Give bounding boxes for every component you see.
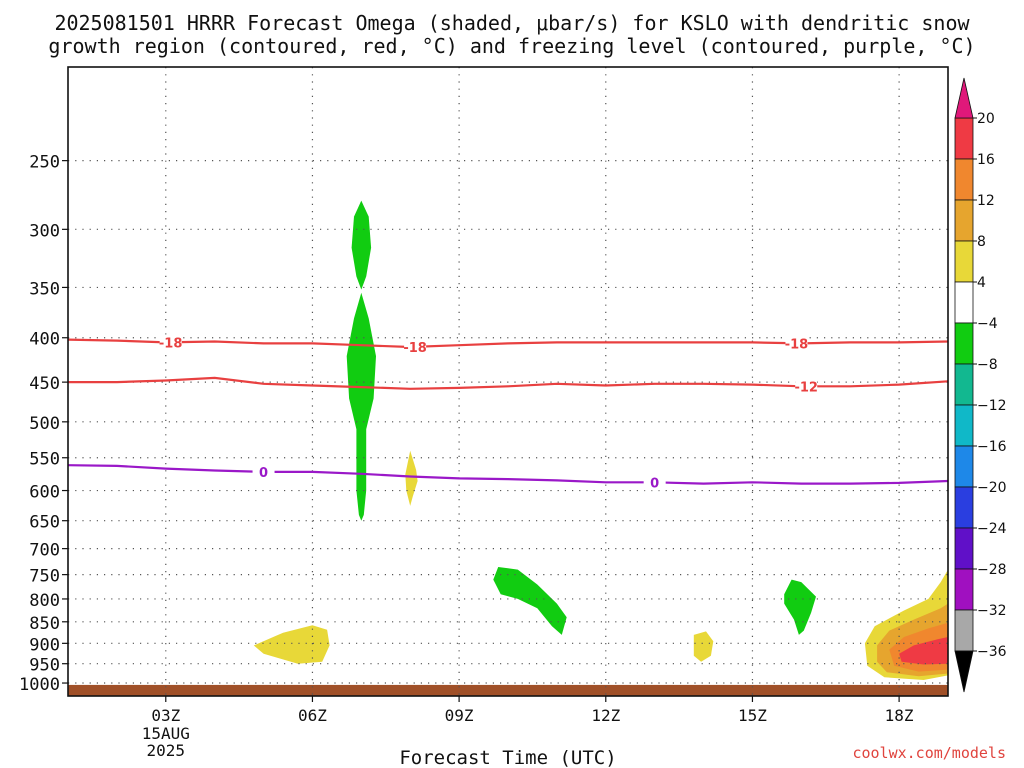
contour-label-1-0: -12 bbox=[794, 380, 818, 395]
colorbar-band-4 bbox=[954, 281, 974, 324]
contour-label-bg bbox=[252, 463, 275, 480]
credit-link[interactable]: coolwx.com/models bbox=[852, 744, 1006, 762]
x-tick-label-03Z: 03Z bbox=[151, 706, 180, 725]
colorbar-over-arrow bbox=[954, 77, 974, 119]
colorbar-label-4: 4 bbox=[977, 275, 986, 291]
y-tick-label-800: 800 bbox=[29, 591, 60, 611]
colorbar-band-7 bbox=[954, 404, 974, 447]
contour-label-bg bbox=[785, 335, 808, 352]
colorbar-band-11 bbox=[954, 568, 974, 611]
terrain-ground bbox=[68, 684, 948, 696]
colorbar-under-arrow bbox=[954, 650, 974, 693]
colorbar-label-2: 12 bbox=[977, 193, 995, 209]
chart-title-line-2: growth region (contoured, red, °C) and f… bbox=[48, 34, 976, 58]
shaded-region-upward-motion-lower-1 bbox=[493, 567, 567, 635]
chart-title-line-1: 2025081501 HRRR Forecast Omega (shaded, … bbox=[54, 11, 970, 35]
colorbar-band-12 bbox=[954, 609, 974, 652]
y-tick-label-300: 300 bbox=[29, 221, 60, 241]
colorbar-band-1 bbox=[954, 158, 974, 201]
colorbar-label-10: −24 bbox=[977, 521, 1007, 537]
x-tick-label-12Z: 12Z bbox=[591, 706, 620, 725]
x-tick-label-18Z: 18Z bbox=[885, 706, 914, 725]
colorbar-band-8 bbox=[954, 445, 974, 488]
plot-frame bbox=[67, 66, 949, 697]
x-tick-sublabel-0: 15AUG bbox=[142, 724, 190, 743]
y-tick-label-1000: 1000 bbox=[19, 675, 60, 695]
colorbar-label-1: 16 bbox=[977, 152, 995, 168]
contour-label-bg bbox=[404, 339, 427, 356]
colorbar-label-8: −16 bbox=[977, 439, 1007, 455]
contour-label-0-0: -18 bbox=[159, 336, 183, 351]
colorbar-band-3 bbox=[954, 240, 974, 283]
colorbar-label-5: −4 bbox=[977, 316, 998, 332]
contour-label-bg bbox=[159, 334, 182, 351]
shaded-region-subsidence-mid bbox=[405, 450, 418, 506]
contour-label-2-1: 0 bbox=[650, 476, 659, 491]
y-tick-label-400: 400 bbox=[29, 330, 60, 350]
x-tick-sublabel-1: 2025 bbox=[147, 741, 186, 760]
y-tick-label-450: 450 bbox=[29, 374, 60, 394]
y-tick-label-550: 550 bbox=[29, 450, 60, 470]
colorbar-band-5 bbox=[954, 322, 974, 365]
colorbar-band-10 bbox=[954, 527, 974, 570]
y-tick-label-750: 750 bbox=[29, 567, 60, 587]
colorbar-label-3: 8 bbox=[977, 234, 986, 250]
colorbar-band-6 bbox=[954, 363, 974, 406]
shaded-region-subsidence-low-1 bbox=[253, 625, 330, 664]
x-tick-label-09Z: 09Z bbox=[445, 706, 474, 725]
shaded-region-upward-motion-column bbox=[346, 292, 376, 521]
colorbar-label-13: −36 bbox=[977, 644, 1007, 660]
y-tick-label-950: 950 bbox=[29, 656, 60, 676]
x-axis-label: Forecast Time (UTC) bbox=[399, 747, 616, 768]
y-tick-label-850: 850 bbox=[29, 614, 60, 634]
y-tick-label-250: 250 bbox=[29, 153, 60, 173]
colorbar-band-9 bbox=[954, 486, 974, 529]
colorbar-band-0 bbox=[954, 117, 974, 160]
contour-label-bg bbox=[795, 378, 818, 395]
colorbar-label-12: −32 bbox=[977, 603, 1007, 619]
contour-line-0 bbox=[67, 338, 949, 349]
colorbar-label-9: −20 bbox=[977, 480, 1007, 496]
contour-label-0-2: -18 bbox=[785, 337, 809, 352]
y-tick-label-500: 500 bbox=[29, 414, 60, 434]
shaded-region-upward-motion-upper bbox=[351, 200, 372, 290]
contour-label-bg bbox=[643, 474, 666, 491]
x-tick-label-15Z: 15Z bbox=[738, 706, 767, 725]
y-tick-label-600: 600 bbox=[29, 483, 60, 503]
contour-label-0-1: -18 bbox=[403, 341, 427, 356]
colorbar-label-11: −28 bbox=[977, 562, 1007, 578]
shaded-region-subsidence-low-2 bbox=[693, 631, 714, 662]
colorbar-label-6: −8 bbox=[977, 357, 998, 373]
colorbar-label-0: 20 bbox=[977, 111, 995, 127]
shaded-region-upward-motion-lower-2 bbox=[784, 579, 816, 635]
y-tick-label-900: 900 bbox=[29, 635, 60, 655]
x-tick-label-06Z: 06Z bbox=[298, 706, 327, 725]
contour-line-2 bbox=[67, 464, 949, 485]
colorbar-band-2 bbox=[954, 199, 974, 242]
y-tick-label-350: 350 bbox=[29, 279, 60, 299]
y-tick-label-700: 700 bbox=[29, 541, 60, 561]
y-tick-label-650: 650 bbox=[29, 513, 60, 533]
shaded-region-subsidence-low-3-core bbox=[899, 637, 948, 665]
contour-label-2-0: 0 bbox=[259, 466, 268, 481]
colorbar-label-7: −12 bbox=[977, 398, 1007, 414]
